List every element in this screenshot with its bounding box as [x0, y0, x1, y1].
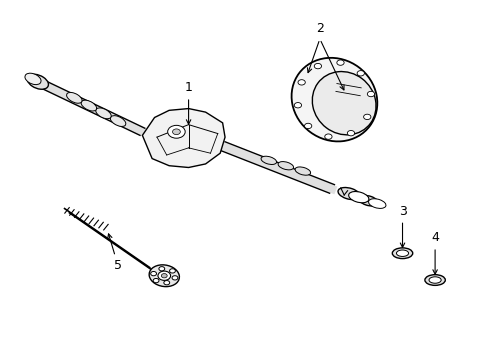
Circle shape [163, 280, 169, 285]
Ellipse shape [27, 74, 48, 89]
Ellipse shape [96, 108, 111, 119]
Circle shape [167, 125, 185, 138]
Ellipse shape [66, 93, 82, 103]
Ellipse shape [149, 265, 179, 287]
Circle shape [366, 91, 374, 97]
Ellipse shape [312, 72, 375, 135]
Circle shape [297, 80, 305, 85]
Circle shape [172, 276, 178, 280]
Ellipse shape [278, 162, 293, 170]
Ellipse shape [396, 250, 408, 256]
Ellipse shape [428, 277, 440, 283]
Circle shape [363, 114, 370, 120]
Text: 4: 4 [430, 231, 438, 274]
Text: 1: 1 [184, 81, 192, 124]
Circle shape [150, 271, 156, 276]
Circle shape [161, 274, 167, 278]
Text: 2: 2 [315, 22, 323, 35]
Text: 3: 3 [398, 204, 406, 247]
Circle shape [153, 278, 159, 283]
Circle shape [169, 269, 175, 273]
Ellipse shape [261, 156, 276, 165]
Ellipse shape [358, 195, 377, 206]
Ellipse shape [348, 192, 368, 203]
Text: 5: 5 [107, 234, 122, 272]
Circle shape [346, 130, 354, 136]
Circle shape [304, 123, 311, 129]
Ellipse shape [81, 100, 97, 111]
Ellipse shape [110, 116, 125, 126]
Circle shape [172, 129, 180, 135]
Ellipse shape [391, 248, 412, 258]
Circle shape [356, 71, 364, 76]
Polygon shape [142, 109, 224, 167]
Ellipse shape [368, 199, 385, 208]
Circle shape [159, 267, 164, 271]
Ellipse shape [294, 167, 310, 175]
Ellipse shape [424, 275, 445, 285]
Ellipse shape [337, 188, 359, 200]
Circle shape [314, 63, 321, 69]
Circle shape [336, 60, 344, 65]
Circle shape [158, 271, 170, 280]
Ellipse shape [25, 73, 41, 85]
Circle shape [294, 103, 301, 108]
Ellipse shape [291, 58, 377, 141]
Circle shape [324, 134, 331, 139]
